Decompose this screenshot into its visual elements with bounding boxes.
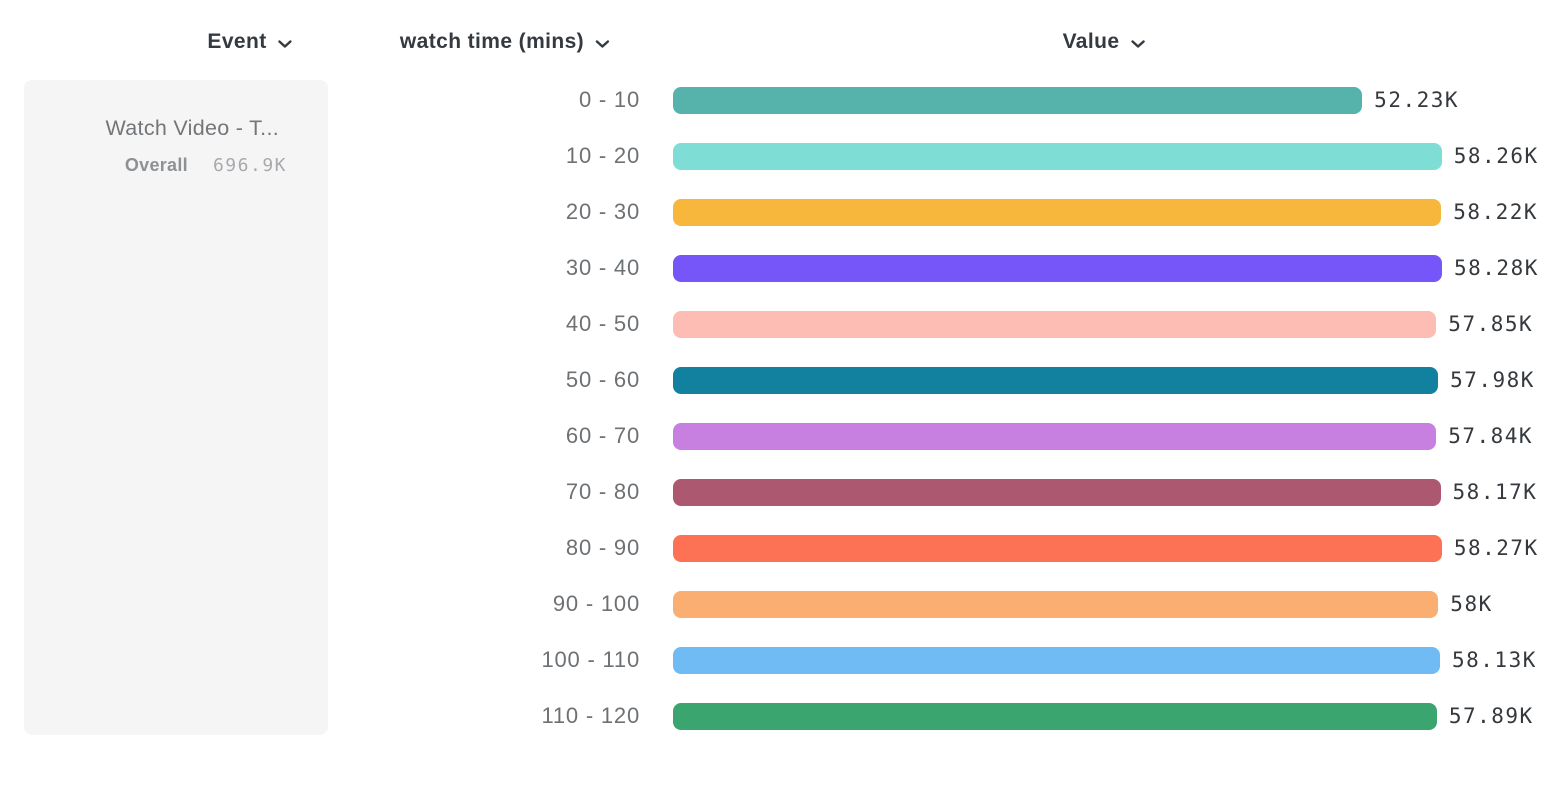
chart-row: 0 - 10 52.23K bbox=[0, 72, 1568, 128]
bar-track: 58.26K bbox=[673, 142, 1537, 170]
bar-category-label: 70 - 80 bbox=[565, 479, 640, 504]
chart-row: 20 - 30 58.22K bbox=[0, 184, 1568, 240]
column-header-breakdown-label: watch time (mins) bbox=[399, 30, 585, 53]
bar-segment[interactable] bbox=[673, 366, 1439, 394]
column-header-value[interactable]: Value bbox=[1063, 27, 1146, 57]
bar-value-label: 58.26K bbox=[1453, 144, 1539, 168]
bar-segment[interactable] bbox=[673, 702, 1437, 730]
legend-panel: Watch Video - T... Overall 696.9K bbox=[24, 80, 328, 735]
bar-value-label: 57.84K bbox=[1448, 424, 1534, 448]
bar-track: 58.27K bbox=[673, 534, 1537, 562]
legend-overall-label: Overall bbox=[124, 155, 188, 175]
bar-value-label: 58.17K bbox=[1452, 480, 1538, 504]
bar-segment[interactable] bbox=[673, 422, 1437, 450]
column-header-event-label: Event bbox=[207, 30, 267, 53]
bar-segment[interactable] bbox=[673, 310, 1437, 338]
bar-value-label: 57.89K bbox=[1448, 704, 1534, 728]
bar-category-label: 60 - 70 bbox=[565, 423, 640, 448]
bar-segment[interactable] bbox=[673, 198, 1442, 226]
bar-value-label: 57.85K bbox=[1448, 312, 1534, 336]
bar-track: 58.28K bbox=[673, 254, 1537, 282]
bar-track: 57.89K bbox=[673, 702, 1532, 730]
chart-row: 100 - 110 58.13K bbox=[0, 632, 1568, 688]
bar-segment[interactable] bbox=[673, 478, 1441, 506]
bar-category-label: 40 - 50 bbox=[565, 311, 640, 336]
bar-category-label: 90 - 100 bbox=[552, 591, 640, 616]
bar-track: 58.13K bbox=[673, 646, 1535, 674]
bar-category-label: 30 - 40 bbox=[565, 255, 640, 280]
bar-segment[interactable] bbox=[673, 590, 1439, 618]
column-header-value-label: Value bbox=[1062, 30, 1120, 53]
column-header-event[interactable]: Event bbox=[207, 27, 292, 57]
bar-chart: 0 - 10 52.23K 10 - 20 58.26K 20 - 30 58.… bbox=[0, 72, 1568, 744]
bar-value-label: 58.28K bbox=[1454, 256, 1539, 280]
bar-segment[interactable] bbox=[673, 254, 1442, 282]
column-header-breakdown[interactable]: watch time (mins) bbox=[400, 27, 610, 57]
bar-value-label: 52.23K bbox=[1374, 88, 1460, 112]
bar-category-label: 50 - 60 bbox=[565, 367, 640, 392]
bar-value-label: 58.22K bbox=[1453, 200, 1539, 224]
bar-track: 57.85K bbox=[673, 310, 1532, 338]
chart-row: 70 - 80 58.17K bbox=[0, 464, 1568, 520]
bar-value-label: 58K bbox=[1450, 592, 1493, 616]
chart-row: 50 - 60 57.98K bbox=[0, 352, 1568, 408]
chart-row: 90 - 100 58K bbox=[0, 576, 1568, 632]
bar-category-label: 80 - 90 bbox=[565, 535, 640, 560]
legend-overall-value: 696.9K bbox=[212, 155, 287, 176]
chevron-down-icon bbox=[1130, 39, 1145, 49]
chart-row: 80 - 90 58.27K bbox=[0, 520, 1568, 576]
bar-category-label: 10 - 20 bbox=[565, 143, 640, 168]
bar-value-label: 58.13K bbox=[1452, 648, 1537, 672]
bar-category-label: 0 - 10 bbox=[578, 87, 640, 112]
chart-row: 10 - 20 58.26K bbox=[0, 128, 1568, 184]
legend-event-name[interactable]: Watch Video - T... bbox=[105, 116, 279, 140]
bar-track: 58.17K bbox=[673, 478, 1536, 506]
chevron-down-icon bbox=[278, 39, 293, 49]
bar-segment[interactable] bbox=[673, 142, 1442, 170]
bar-category-label: 100 - 110 bbox=[541, 647, 640, 672]
bar-track: 57.84K bbox=[673, 422, 1532, 450]
bar-segment[interactable] bbox=[673, 86, 1363, 114]
bar-category-label: 20 - 30 bbox=[565, 199, 640, 224]
chart-row: 30 - 40 58.28K bbox=[0, 240, 1568, 296]
bar-value-label: 58.27K bbox=[1453, 536, 1539, 560]
bar-track: 57.98K bbox=[673, 366, 1533, 394]
chart-row: 60 - 70 57.84K bbox=[0, 408, 1568, 464]
bar-segment[interactable] bbox=[673, 646, 1440, 674]
legend-overall-row: Overall 696.9K bbox=[125, 155, 287, 176]
bar-track: 58K bbox=[673, 590, 1491, 618]
bar-track: 58.22K bbox=[673, 198, 1537, 226]
bar-segment[interactable] bbox=[673, 534, 1442, 562]
bar-track: 52.23K bbox=[673, 86, 1458, 114]
chart-row: 110 - 120 57.89K bbox=[0, 688, 1568, 744]
bar-value-label: 57.98K bbox=[1450, 368, 1535, 392]
chevron-down-icon bbox=[595, 39, 610, 49]
chart-row: 40 - 50 57.85K bbox=[0, 296, 1568, 352]
bar-category-label: 110 - 120 bbox=[541, 703, 640, 728]
